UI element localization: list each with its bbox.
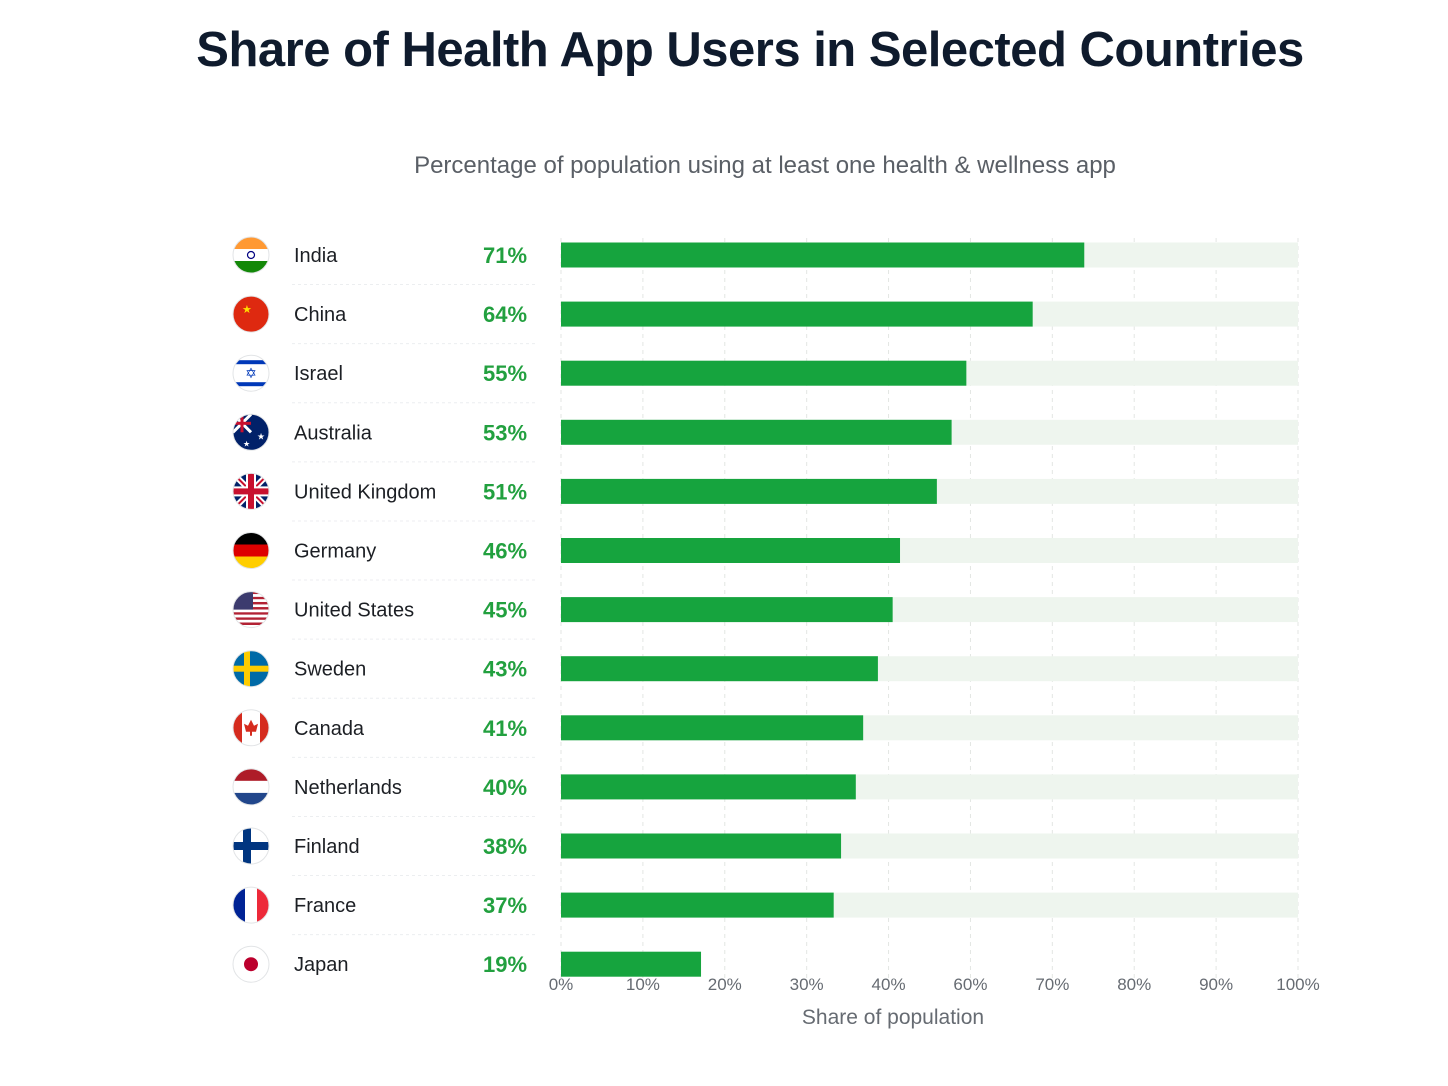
flag-france-icon <box>233 887 269 924</box>
x-tick-label: 60% <box>953 975 987 994</box>
value-label: 64% <box>483 302 527 327</box>
country-label: Canada <box>294 718 365 740</box>
chart-row: Canada 41% <box>232 709 1298 758</box>
country-label: Australia <box>294 422 373 444</box>
x-tick-label: 10% <box>626 975 660 994</box>
svg-text:✡: ✡ <box>245 366 257 382</box>
bar <box>561 951 702 977</box>
flag-canada-icon <box>233 709 269 746</box>
chart-row: Japan 19% <box>232 945 702 983</box>
x-tick-label: 40% <box>872 975 906 994</box>
chart-row: India 71% <box>232 236 1298 286</box>
x-tick-label: 30% <box>790 975 824 994</box>
chart-row: Germany 46% <box>232 532 1298 581</box>
country-label: Germany <box>294 541 376 563</box>
x-tick-label: 100% <box>1276 975 1319 994</box>
country-label: Sweden <box>294 659 366 681</box>
country-label: Finland <box>294 836 360 858</box>
value-label: 53% <box>483 420 527 445</box>
bar <box>561 242 1085 268</box>
chart-row: France 37% <box>232 886 1298 936</box>
chart-title: Share of Health App Users in Selected Co… <box>196 23 1304 77</box>
value-label: 41% <box>483 716 527 741</box>
chart-subtitle: Percentage of population using at least … <box>414 152 1116 179</box>
bar <box>561 597 893 623</box>
country-label: Japan <box>294 954 349 976</box>
flag-united-states-icon <box>233 591 269 628</box>
svg-text:★: ★ <box>243 439 250 448</box>
x-axis-title: Share of population <box>802 1006 984 1029</box>
flag-china-icon: ★ <box>233 296 269 333</box>
x-tick-label: 20% <box>708 975 742 994</box>
bar <box>561 715 864 741</box>
country-label: China <box>294 304 347 326</box>
bar <box>561 892 834 918</box>
chart-row: Sweden 43% <box>232 650 1298 699</box>
country-label: United Kingdom <box>294 481 436 503</box>
country-label: United States <box>294 600 414 622</box>
value-label: 40% <box>483 775 527 800</box>
chart-rows: India 71%★ China 64%✡ Israel 55%★★ Australia 53… <box>232 236 1298 983</box>
x-tick-label: 70% <box>1035 975 1069 994</box>
svg-text:★: ★ <box>242 303 252 316</box>
bar <box>561 301 1033 327</box>
x-tick-label: 0% <box>549 975 574 994</box>
x-tick-label: 90% <box>1199 975 1233 994</box>
flag-japan-icon <box>233 946 269 983</box>
flag-finland-icon <box>233 828 269 864</box>
value-label: 38% <box>483 834 527 859</box>
chart-row: ★ China 64% <box>232 295 1298 345</box>
bar <box>561 478 937 504</box>
chart-row: Netherlands 40% <box>232 768 1298 817</box>
chart-row: United States 45% <box>232 591 1298 640</box>
flag-sweden-icon <box>233 650 269 687</box>
x-tick-label: 80% <box>1117 975 1151 994</box>
bar <box>561 360 967 386</box>
bar <box>561 774 856 800</box>
bar <box>561 538 901 563</box>
flag-israel-icon: ✡ <box>233 355 269 392</box>
value-label: 43% <box>483 657 527 682</box>
country-label: India <box>294 245 338 267</box>
x-axis-ticks: 0% 10% 20% 30% 40% 60% 70% 80% 90% 100% <box>549 975 1320 994</box>
flag-netherlands-icon <box>233 768 269 805</box>
value-label: 45% <box>483 598 527 623</box>
svg-text:★: ★ <box>257 432 265 442</box>
value-label: 46% <box>483 539 527 564</box>
value-label: 51% <box>483 479 527 504</box>
value-label: 55% <box>483 361 527 386</box>
country-label: France <box>294 895 356 917</box>
value-label: 71% <box>483 243 527 268</box>
chart-row: ★★ Australia 53% <box>232 413 1298 463</box>
chart-row: ✡ Israel 55% <box>232 354 1298 404</box>
bar <box>561 419 952 445</box>
bar <box>561 833 842 859</box>
flag-india-icon <box>233 237 269 273</box>
flag-united-kingdom-icon <box>233 473 269 510</box>
chart-row: Finland 38% <box>232 827 1298 877</box>
value-label: 37% <box>483 893 527 918</box>
country-label: Israel <box>294 363 343 385</box>
flag-australia-icon: ★★ <box>233 414 269 451</box>
flag-germany-icon <box>233 532 269 569</box>
chart-row: United Kingdom 51% <box>232 472 1298 522</box>
country-label: Netherlands <box>294 777 402 799</box>
bar <box>561 656 878 682</box>
value-label: 19% <box>483 952 527 977</box>
